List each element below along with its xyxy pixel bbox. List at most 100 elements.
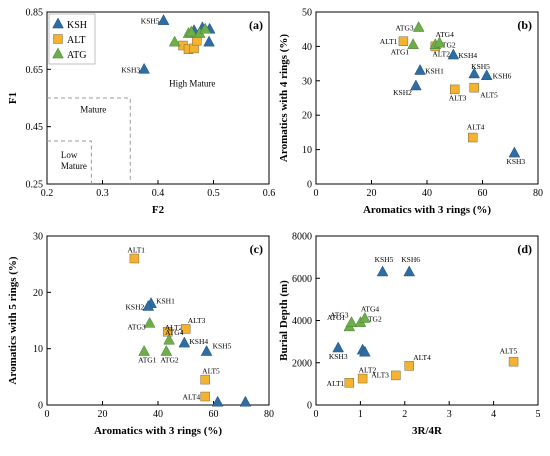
panel-letter: (c) xyxy=(250,242,263,256)
point-label: ALT1 xyxy=(327,379,345,388)
plot-frame xyxy=(315,11,539,185)
y-axis-label: Aromatics with 4 rings (%) xyxy=(278,34,290,162)
atg-point xyxy=(143,316,156,328)
point-label: KSH2 xyxy=(393,88,412,97)
atg-point xyxy=(160,345,173,356)
point-label: KSH1 xyxy=(156,297,175,306)
alt-point xyxy=(357,373,368,384)
region-label: High Mature xyxy=(169,79,215,89)
ksh-point xyxy=(200,345,213,356)
atg-point xyxy=(163,333,175,345)
x-axis-label: Aromatics with 3 rings (%) xyxy=(363,204,491,216)
ksh-point xyxy=(332,341,345,353)
alt-point xyxy=(391,370,401,381)
region-label-line: Mature xyxy=(61,161,87,171)
ksh-point xyxy=(138,62,150,74)
panel-0: 0.2 0.3 0.4 0.5 0.6 0.25 0.45 0.65 0.85 F2 F1 (a) Hi… xyxy=(7,8,275,217)
ksh-point xyxy=(203,35,215,47)
y-tick-label: 4000 xyxy=(292,316,312,327)
y-tick-label: 20 xyxy=(302,111,312,122)
atg-point xyxy=(199,22,211,34)
alt-point xyxy=(508,356,519,367)
y-tick-label: 10 xyxy=(33,344,43,355)
panel-1: 0 20 40 60 80 0 10 20 30 40 50 Aromatics with 3 rin… xyxy=(278,8,543,217)
x-tick-label: 5 xyxy=(536,409,541,420)
y-tick-label: 0 xyxy=(38,401,43,412)
region-label: Mature xyxy=(80,104,106,114)
ksh-point xyxy=(359,345,371,357)
point-label: KSH3 xyxy=(506,157,525,166)
atg-point xyxy=(138,345,150,356)
x-tick-label: 60 xyxy=(478,188,488,199)
point-label: ALT5 xyxy=(500,347,518,356)
x-axis-label: F2 xyxy=(152,204,165,216)
alt-point xyxy=(469,82,479,93)
x-tick-label: 80 xyxy=(533,188,543,199)
y-tick-label: 0.65 xyxy=(26,65,44,76)
y-tick-label: 20 xyxy=(33,288,43,299)
point-label: KSH6 xyxy=(401,255,420,264)
point-label: KSH4 xyxy=(189,337,208,346)
ksh-point xyxy=(508,146,521,158)
atg-point xyxy=(185,25,198,37)
point-label: ATG4 xyxy=(361,304,380,313)
y-tick-label: 50 xyxy=(302,8,312,19)
point-label: ALT2 xyxy=(359,366,377,375)
ksh-point xyxy=(157,14,170,25)
legend-label: KSH xyxy=(67,20,87,31)
legend: KSH ALT ATG xyxy=(48,13,96,65)
x-axis-label: 3R/4R xyxy=(412,425,443,437)
region-label-line: Mature xyxy=(80,104,106,114)
ksh-point xyxy=(211,395,224,407)
point-label: ATG2 xyxy=(160,355,179,364)
point-label: ALT4 xyxy=(467,123,485,132)
y-tick-label: 6000 xyxy=(292,274,312,285)
region-label: Low Mature xyxy=(61,150,87,171)
y-tick-label: 0 xyxy=(307,401,312,412)
point-label: ALT4 xyxy=(183,393,201,402)
y-tick-label: 0.25 xyxy=(26,180,44,191)
legend-label: ATG xyxy=(67,50,86,61)
y-axis-label: F1 xyxy=(7,92,19,104)
point-label: ALT4 xyxy=(413,353,431,362)
point-label: ATG2 xyxy=(363,315,382,324)
x-tick-label: 2 xyxy=(402,409,407,420)
x-tick-label: 40 xyxy=(422,188,432,199)
point-label: ATG4 xyxy=(435,30,454,39)
y-axis-label: Burial Depth (m) xyxy=(278,280,290,361)
point-label: KSH5 xyxy=(375,255,394,264)
ksh-point xyxy=(403,265,416,277)
panel-letter: (a) xyxy=(249,18,263,32)
y-tick-label: 30 xyxy=(302,76,312,87)
plot-frame xyxy=(46,235,270,406)
atg-point xyxy=(168,35,181,47)
y-tick-label: 2000 xyxy=(292,358,312,369)
point-label: ATG3 xyxy=(127,322,146,331)
region-boundary xyxy=(47,140,92,184)
y-axis-label: Aromatics with 5 rings (%) xyxy=(7,256,19,384)
point-label: ATG3 xyxy=(395,23,414,32)
point-label: ATG1 xyxy=(138,355,157,364)
point-label: ATG2 xyxy=(437,41,456,50)
point-label: ATG1 xyxy=(391,48,410,57)
point-label: KSH5 xyxy=(213,341,232,350)
atg-point xyxy=(345,316,358,327)
point-label: ALT3 xyxy=(371,370,389,379)
x-tick-label: 1 xyxy=(358,409,363,420)
region-boundary xyxy=(47,97,131,184)
point-label: KSH2 xyxy=(126,302,145,311)
point-label: ATG3 xyxy=(330,311,349,320)
ksh-point xyxy=(410,79,422,91)
x-tick-label: 20 xyxy=(367,188,377,199)
ksh-point xyxy=(468,67,480,79)
point-label: KSH5 xyxy=(141,17,160,26)
x-tick-label: 0.6 xyxy=(263,188,276,199)
panel-letter: (d) xyxy=(517,242,532,256)
point-label: ALT3 xyxy=(449,93,467,102)
atg-point xyxy=(359,311,371,323)
panel-letter: (b) xyxy=(517,18,532,32)
panel-3: 0 1 2 3 4 5 0 2000 4000 6000 8000 3R/4R Burial Depth… xyxy=(278,232,541,438)
ksh-point xyxy=(447,48,460,60)
legend-label: ALT xyxy=(67,35,86,46)
